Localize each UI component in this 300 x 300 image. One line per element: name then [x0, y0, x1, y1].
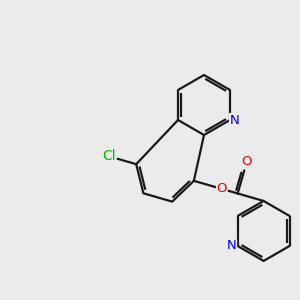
- Text: N: N: [230, 113, 239, 127]
- Text: N: N: [227, 239, 236, 253]
- Text: O: O: [242, 155, 252, 168]
- Text: Cl: Cl: [102, 149, 116, 163]
- Text: O: O: [217, 182, 227, 195]
